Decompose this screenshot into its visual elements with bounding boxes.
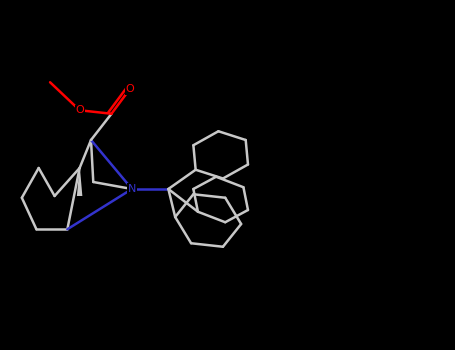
Text: N: N (128, 184, 136, 194)
Text: O: O (75, 105, 84, 115)
Polygon shape (77, 170, 82, 196)
Text: O: O (125, 84, 134, 94)
